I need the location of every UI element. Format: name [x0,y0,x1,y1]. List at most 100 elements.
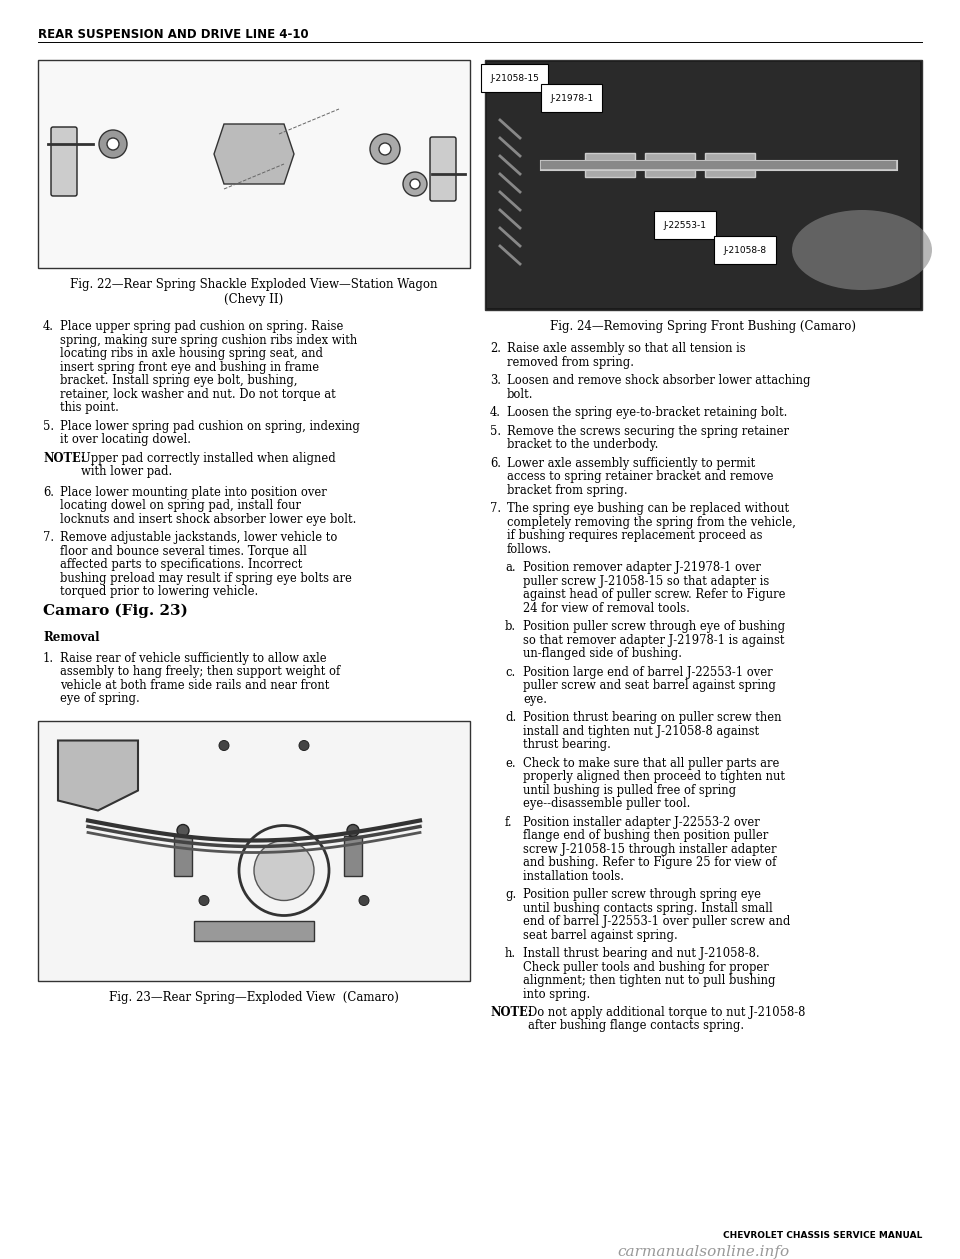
Bar [194,920,314,940]
Text: insert spring front eye and bushing in frame: insert spring front eye and bushing in f… [60,360,319,374]
Text: into spring.: into spring. [523,987,590,1001]
Text: (Chevy II): (Chevy II) [225,293,283,306]
Text: NOTE:: NOTE: [43,452,85,465]
Circle shape [199,895,209,905]
Text: bracket. Install spring eye bolt, bushing,: bracket. Install spring eye bolt, bushin… [60,374,298,387]
Circle shape [107,138,119,150]
Text: install and tighten nut J-21058-8 against: install and tighten nut J-21058-8 agains… [523,724,759,738]
Text: Remove adjustable jackstands, lower vehicle to: Remove adjustable jackstands, lower vehi… [60,531,337,544]
Text: alignment; then tighten nut to pull bushing: alignment; then tighten nut to pull bush… [523,974,776,987]
Text: J-21058-8: J-21058-8 [724,246,767,254]
Text: until bushing contacts spring. Install small: until bushing contacts spring. Install s… [523,901,773,914]
Circle shape [370,133,400,164]
Text: bracket from spring.: bracket from spring. [507,483,628,496]
Text: and bushing. Refer to Figure 25 for view of: and bushing. Refer to Figure 25 for view… [523,856,777,869]
Text: c.: c. [505,666,516,679]
Text: if bushing requires replacement proceed as: if bushing requires replacement proceed … [507,529,762,543]
Text: 5.: 5. [490,424,501,437]
Text: vehicle at both frame side rails and near front: vehicle at both frame side rails and nea… [60,679,329,691]
Text: Lower axle assembly sufficiently to permit: Lower axle assembly sufficiently to perm… [507,457,756,470]
Text: Loosen the spring eye-to-bracket retaining bolt.: Loosen the spring eye-to-bracket retaini… [507,405,787,419]
Text: with lower pad.: with lower pad. [81,465,172,478]
Bar [705,154,755,178]
Text: so that remover adapter J-21978-1 is against: so that remover adapter J-21978-1 is aga… [523,633,784,647]
Text: Fig. 24—Removing Spring Front Bushing (Camaro): Fig. 24—Removing Spring Front Bushing (C… [550,320,856,332]
Text: assembly to hang freely; then support weight of: assembly to hang freely; then support we… [60,665,340,679]
Text: completely removing the spring from the vehicle,: completely removing the spring from the … [507,515,796,529]
Text: Position large end of barrel J-22553-1 over: Position large end of barrel J-22553-1 o… [523,666,773,679]
Text: 3.: 3. [490,374,501,387]
Text: carmanualsonline.info: carmanualsonline.info [617,1245,789,1259]
Text: Upper pad correctly installed when aligned: Upper pad correctly installed when align… [81,452,336,465]
Text: end of barrel J-22553-1 over puller screw and: end of barrel J-22553-1 over puller scre… [523,915,790,928]
Text: it over locating dowel.: it over locating dowel. [60,433,191,446]
Text: Position puller screw through spring eye: Position puller screw through spring eye [523,888,761,901]
Text: 5.: 5. [43,419,54,433]
Text: retainer, lock washer and nut. Do not torque at: retainer, lock washer and nut. Do not to… [60,388,336,400]
Text: 4.: 4. [490,405,501,419]
Text: removed from spring.: removed from spring. [507,355,634,369]
Text: 6.: 6. [43,486,54,499]
Circle shape [379,144,391,155]
Text: Raise rear of vehicle sufficiently to allow axle: Raise rear of vehicle sufficiently to al… [60,651,326,665]
Text: eye of spring.: eye of spring. [60,692,140,705]
Text: Position remover adapter J-21978-1 over: Position remover adapter J-21978-1 over [523,562,761,574]
Bar [38,720,470,981]
Ellipse shape [792,210,932,290]
Text: flange end of bushing then position puller: flange end of bushing then position pull… [523,828,768,842]
Circle shape [177,825,189,836]
Text: Install thrust bearing and nut J-21058-8.: Install thrust bearing and nut J-21058-8… [523,947,759,961]
Text: thrust bearing.: thrust bearing. [523,738,611,752]
Text: bolt.: bolt. [507,388,534,400]
Text: Raise axle assembly so that all tension is: Raise axle assembly so that all tension … [507,342,746,355]
FancyBboxPatch shape [430,137,456,201]
Circle shape [254,841,314,900]
Text: against head of puller screw. Refer to Figure: against head of puller screw. Refer to F… [523,588,785,601]
Text: floor and bounce several times. Torque all: floor and bounce several times. Torque a… [60,544,307,558]
FancyBboxPatch shape [51,127,77,196]
Text: Camaro (Fig. 23): Camaro (Fig. 23) [43,603,188,618]
Bar [174,836,192,875]
Text: Check puller tools and bushing for proper: Check puller tools and bushing for prope… [523,961,769,973]
Text: eye--disassemble puller tool.: eye--disassemble puller tool. [523,797,690,810]
Text: Remove the screws securing the spring retainer: Remove the screws securing the spring re… [507,424,789,437]
Text: NOTE:: NOTE: [490,1006,532,1019]
Text: Fig. 23—Rear Spring—Exploded View  (Camaro): Fig. 23—Rear Spring—Exploded View (Camar… [109,991,399,1003]
Text: puller screw J-21058-15 so that adapter is: puller screw J-21058-15 so that adapter … [523,574,769,588]
Text: J-21978-1: J-21978-1 [550,93,593,102]
Circle shape [219,740,229,750]
Bar [487,62,920,308]
Text: follows.: follows. [507,543,552,555]
Text: 7.: 7. [490,502,501,515]
Circle shape [359,895,369,905]
Text: J-22553-1: J-22553-1 [663,220,707,229]
Text: 1.: 1. [43,651,54,665]
Text: e.: e. [505,757,516,769]
Polygon shape [58,740,138,811]
Text: locknuts and insert shock absorber lower eye bolt.: locknuts and insert shock absorber lower… [60,512,356,525]
Text: J-21058-15: J-21058-15 [490,73,539,83]
Text: Removal: Removal [43,631,100,643]
Polygon shape [214,123,294,184]
Text: Place lower spring pad cushion on spring, indexing: Place lower spring pad cushion on spring… [60,419,360,433]
Text: un-flanged side of bushing.: un-flanged side of bushing. [523,647,682,660]
Text: properly aligned then proceed to tighten nut: properly aligned then proceed to tighten… [523,771,785,783]
Text: Place upper spring pad cushion on spring. Raise: Place upper spring pad cushion on spring… [60,320,344,332]
Text: g.: g. [505,888,516,901]
Bar [485,60,922,310]
Text: Position puller screw through eye of bushing: Position puller screw through eye of bus… [523,619,785,633]
Bar [344,836,362,875]
Text: 24 for view of removal tools.: 24 for view of removal tools. [523,602,690,614]
Text: locating ribs in axle housing spring seat, and: locating ribs in axle housing spring sea… [60,347,323,360]
Circle shape [299,740,309,750]
Text: bushing preload may result if spring eye bolts are: bushing preload may result if spring eye… [60,572,352,584]
Text: d.: d. [505,711,516,724]
Text: this point.: this point. [60,402,119,414]
Text: bracket to the underbody.: bracket to the underbody. [507,438,659,451]
Text: eye.: eye. [523,692,547,705]
Text: affected parts to specifications. Incorrect: affected parts to specifications. Incorr… [60,558,302,572]
Text: torqued prior to lowering vehicle.: torqued prior to lowering vehicle. [60,585,258,598]
Bar [645,154,695,178]
Bar [38,60,470,268]
Text: The spring eye bushing can be replaced without: The spring eye bushing can be replaced w… [507,502,789,515]
